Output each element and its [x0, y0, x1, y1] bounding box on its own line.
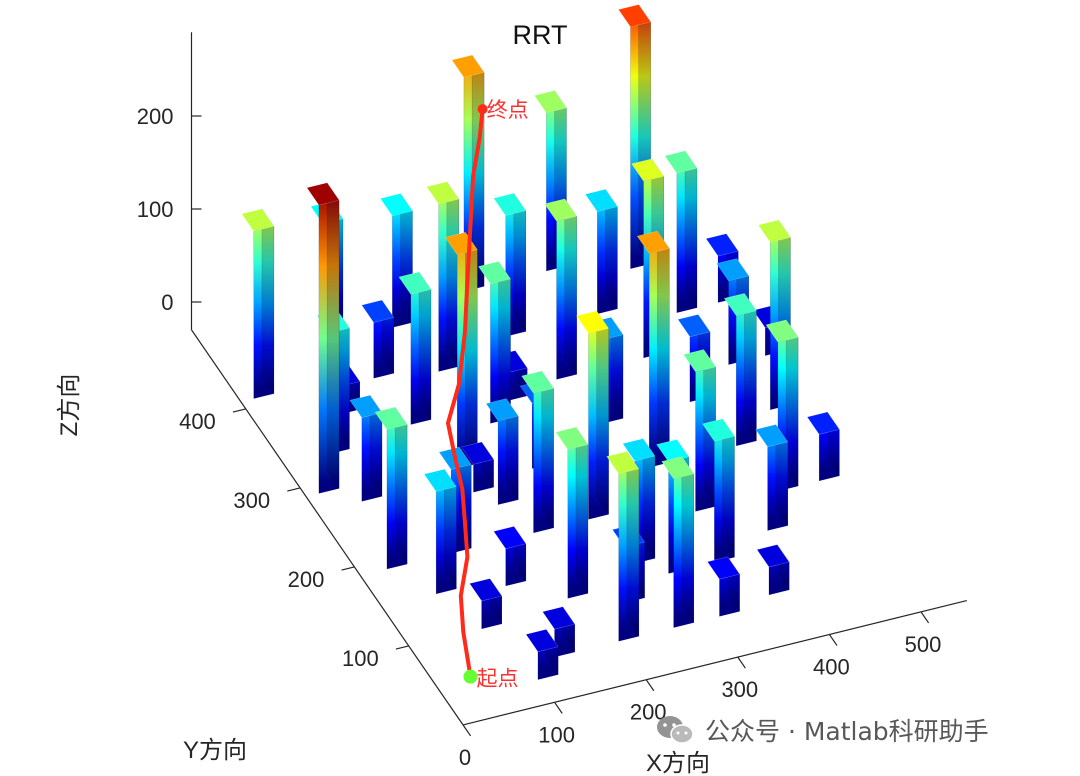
goal-point: [477, 104, 488, 115]
obstacle-bar: [306, 181, 340, 494]
obstacle-bar: [241, 208, 275, 399]
goal-label: 终点: [487, 98, 529, 122]
x-tick-label: 500: [905, 632, 942, 657]
obstacle-bar: [426, 180, 460, 372]
obstacle-bar: [349, 394, 383, 502]
y-axis-label: Y方向: [183, 737, 247, 764]
obstacle-bar: [521, 370, 555, 534]
y-tick-mark: [395, 645, 409, 650]
obstacle-bar: [444, 231, 478, 469]
x-axis-line: [462, 600, 967, 726]
obstacle-bar: [555, 426, 589, 599]
y-tick-mark: [341, 566, 355, 571]
x-tick-label: 100: [538, 722, 575, 747]
obstacle-bar: [485, 397, 519, 505]
x-tick-mark: [828, 634, 838, 646]
y-tick-label: 200: [288, 567, 325, 592]
obstacle-bar: [664, 150, 698, 314]
obstacle-bar: [493, 525, 527, 587]
obstacle-bar: [469, 577, 503, 630]
chart-title: RRT: [512, 20, 568, 50]
rrt-path-layer: 起点 终点: [446, 98, 529, 691]
watermark: 公众号 · Matlab科研助手: [655, 712, 989, 748]
y-tick-mark: [232, 408, 246, 413]
y-axis-line: [191, 329, 464, 726]
watermark-text: 公众号 · Matlab科研助手: [705, 717, 989, 746]
wechat-icon: [657, 716, 694, 744]
y-tick-mark: [287, 487, 301, 492]
obstacle-bar: [755, 423, 789, 531]
rrt-path: [446, 108, 485, 678]
y-tick-label: 300: [233, 488, 270, 513]
z-tick-label: 100: [137, 197, 174, 222]
y-tick-label: 400: [179, 409, 216, 434]
x-tick-label: 400: [813, 655, 850, 680]
obstacle-bar: [379, 192, 413, 328]
obstacle-bar: [723, 292, 757, 447]
y-tick-label: 100: [342, 646, 379, 671]
z-tick-label: 0: [161, 290, 173, 315]
z-axis-label: Z方向: [56, 374, 83, 437]
start-point: [463, 669, 478, 684]
z-tick-label: 200: [137, 104, 174, 129]
obstacle-bar: [398, 271, 432, 425]
x-tick-mark: [737, 656, 746, 669]
x-tick-mark: [920, 611, 930, 624]
axis-labels: Z方向 Y方向 X方向: [56, 374, 710, 776]
obstacle-bar: [423, 468, 457, 595]
obstacle-bar: [374, 406, 408, 570]
obstacle-bar: [576, 310, 610, 520]
obstacle-bar: [707, 555, 740, 617]
obstacle-bar: [756, 543, 790, 596]
x-tick-label: 300: [721, 677, 758, 702]
obstacle-bar: [542, 605, 576, 658]
obstacle-bar: [606, 450, 640, 642]
obstacle-bar: [806, 411, 840, 482]
obstacle-bar: [493, 192, 527, 337]
x-axis-label: X方向: [646, 750, 710, 776]
obstacle-bar: [683, 348, 717, 512]
start-label: 起点: [476, 667, 518, 691]
x-tick-mark: [645, 679, 655, 692]
x-tick-label: 0: [459, 745, 471, 770]
x-tick-mark: [462, 724, 472, 737]
x-tick-mark: [554, 701, 563, 714]
obstacle-bar: [461, 441, 494, 493]
obstacle-bar: [544, 198, 578, 380]
obstacle-bar: [584, 188, 618, 315]
obstacle-bar: [361, 299, 395, 379]
obstacle-bar: [525, 628, 559, 680]
obstacle-bar: [636, 230, 670, 468]
obstacle-bar: [701, 418, 735, 563]
obstacle-bars: [241, 3, 840, 680]
obstacle-bar: [661, 455, 695, 628]
